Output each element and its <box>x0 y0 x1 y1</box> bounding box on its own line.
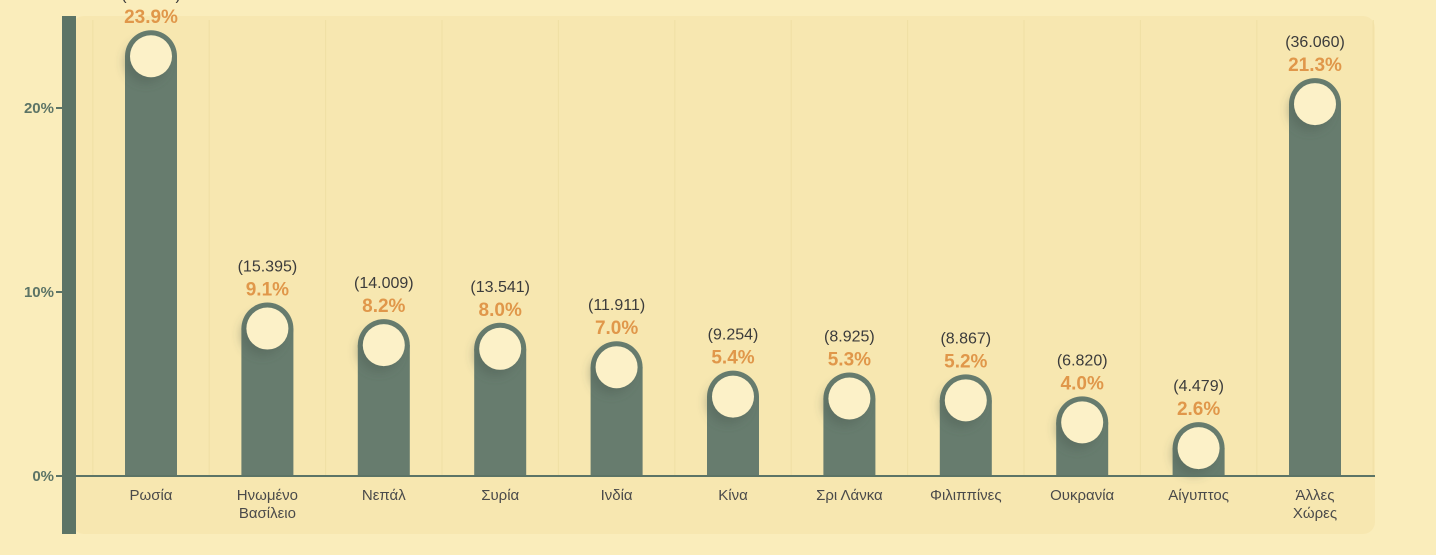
bar-knob <box>944 379 987 422</box>
y-tick-label: 0% <box>32 468 54 485</box>
left-axis-strip <box>62 16 76 534</box>
y-axis-ticks: 0% 10% 20% <box>24 100 62 485</box>
gridlines <box>92 20 1374 476</box>
percent-label: 5.2% <box>944 351 987 372</box>
count-label: (36.060) <box>1285 34 1345 51</box>
bars <box>125 30 1341 477</box>
count-label: (8.867) <box>940 330 991 347</box>
percent-label: 21.3% <box>1288 55 1342 76</box>
percent-label: 23.9% <box>124 7 178 28</box>
percent-label: 2.6% <box>1177 399 1220 420</box>
y-tick-label: 20% <box>24 100 54 117</box>
category-label: Φιλιππίνες <box>930 487 1002 504</box>
bar-knob <box>1177 427 1220 470</box>
count-label: (15.395) <box>238 259 298 276</box>
percent-label: 4.0% <box>1061 373 1104 394</box>
category-label: Άλλες Χώρες <box>1293 487 1337 522</box>
bar-knob <box>246 307 289 350</box>
bar-knob <box>712 375 754 418</box>
category-label: Κίνα <box>718 487 748 504</box>
category-label: Νεπάλ <box>362 487 406 504</box>
bar-knob <box>362 324 405 367</box>
count-label: (40.583) <box>121 0 181 3</box>
percent-label: 5.4% <box>711 348 754 369</box>
count-label: (11.911) <box>588 297 645 314</box>
category-label: Ινδία <box>601 487 633 504</box>
count-label: (9.254) <box>708 327 759 344</box>
bar-knob <box>1061 401 1104 444</box>
category-label: Αίγυπτος <box>1168 487 1229 504</box>
bar-knob <box>595 346 638 389</box>
bar-knob <box>1294 83 1336 126</box>
bar-knob <box>130 35 172 78</box>
bar <box>1289 104 1341 476</box>
percent-label: 5.3% <box>828 349 871 370</box>
category-label: Συρία <box>481 487 519 504</box>
bar <box>125 56 177 477</box>
data-labels: 23.9% (40.583) 9.1% (15.395) 8.2% (14.009) 8.0… <box>121 0 1345 420</box>
count-label: (8.925) <box>824 328 875 345</box>
percent-label: 7.0% <box>595 318 638 339</box>
percent-label: 8.0% <box>479 300 522 321</box>
count-label: (13.541) <box>470 279 530 296</box>
category-label: Ουκρανία <box>1050 487 1114 504</box>
category-labels: Ρωσία Ηνωμένο Βασίλειο Νεπάλ Συρία Ινδία Κίνα Σ… <box>130 487 1338 522</box>
y-tick-label: 10% <box>24 284 54 301</box>
category-label: Ρωσία <box>130 487 173 504</box>
bar-knob <box>828 377 871 420</box>
category-label: Ηνωμένο Βασίλειο <box>237 487 298 522</box>
count-label: (4.479) <box>1173 378 1224 395</box>
category-label: Σρι Λάνκα <box>816 487 883 504</box>
count-label: (6.820) <box>1057 352 1108 369</box>
bar-knob <box>479 327 522 370</box>
percent-label: 8.2% <box>362 296 405 317</box>
count-label: (14.009) <box>354 275 414 292</box>
percent-label: 9.1% <box>246 280 289 301</box>
